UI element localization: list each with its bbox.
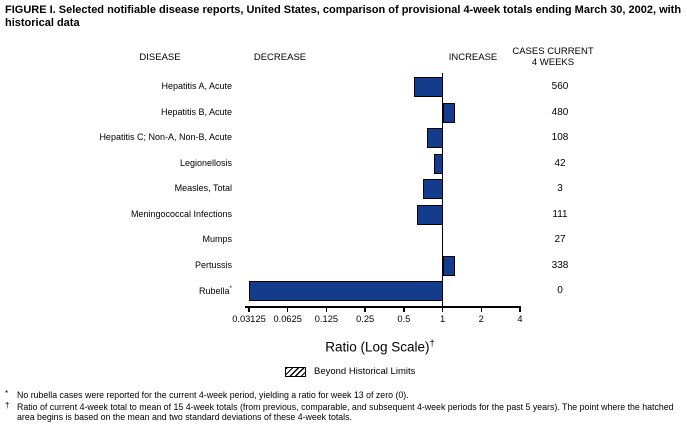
- ratio-bar: [416, 204, 443, 225]
- x-axis-tick: [248, 306, 250, 312]
- x-axis-tick-label: 0.0625: [273, 314, 302, 324]
- x-axis-tick: [441, 306, 444, 312]
- cases-value: 560: [551, 81, 569, 92]
- legend-label: Beyond Historical Limits: [314, 366, 416, 377]
- cases-value: 338: [551, 259, 569, 271]
- ratio-one-axis-line: [441, 73, 444, 306]
- hatched-swatch-icon: [285, 367, 306, 377]
- disease-label: Mumps: [202, 234, 232, 244]
- x-axis-title-dagger: †: [429, 338, 435, 349]
- ratio-bar: [422, 179, 443, 199]
- disease-label: Meningococcal Infections: [130, 208, 232, 219]
- footnote-ratio-text: Ratio of current 4-week total to mean of…: [17, 401, 674, 423]
- x-axis-tick: [480, 306, 482, 312]
- x-axis-tick-label: 0.125: [314, 314, 339, 324]
- x-axis-line: [245, 306, 521, 308]
- column-header-cases-line2: 4 WEEKS: [531, 57, 575, 68]
- ratio-bar: [442, 102, 455, 123]
- x-axis-tick-label: 0.5: [397, 314, 411, 324]
- column-header-disease: DISEASE: [139, 52, 181, 63]
- footnote-rubella-text: No rubella cases were reported for the c…: [17, 390, 409, 400]
- x-axis-title-text: Ratio (Log Scale): [325, 339, 430, 355]
- disease-label: Hepatitis A, Acute: [161, 81, 232, 91]
- column-header-cases: CASES CURRENT 4 WEEKS: [503, 46, 603, 68]
- disease-label-asterisk: *: [229, 285, 232, 292]
- ratio-bar: [249, 281, 443, 301]
- column-header-increase: INCREASE: [448, 52, 498, 63]
- footnote-rubella: * No rubella cases were reported for the…: [5, 389, 683, 401]
- x-axis-tick: [403, 306, 405, 312]
- ratio-bar: [434, 153, 443, 174]
- disease-label: Hepatitis C; Non-A, Non-B, Acute: [99, 132, 232, 142]
- ratio-bar: [442, 255, 455, 276]
- x-axis-tick: [325, 306, 328, 312]
- column-header-decrease: DECREASE: [253, 52, 307, 63]
- disease-label: Legionellosis: [179, 157, 232, 168]
- figure-title: FIGURE I. Selected notifiable disease re…: [5, 4, 682, 29]
- cases-value: 27: [554, 234, 566, 245]
- x-axis-tick-label: 1: [439, 314, 446, 324]
- cases-value: 0: [557, 285, 563, 296]
- x-axis-title: Ratio (Log Scale)†: [255, 338, 505, 355]
- cases-value: 111: [552, 208, 568, 220]
- disease-label: Rubella*: [199, 285, 232, 296]
- x-axis-tick: [286, 306, 289, 312]
- column-header-cases-line1: CASES CURRENT: [512, 46, 594, 57]
- cases-value: 3: [557, 183, 563, 194]
- disease-label: Pertussis: [194, 259, 232, 270]
- ratio-bar: [427, 128, 443, 148]
- x-axis-tick: [364, 306, 366, 312]
- footnotes: * No rubella cases were reported for the…: [5, 389, 683, 424]
- cases-value: 42: [554, 157, 566, 169]
- x-axis-tick-label: 0.25: [356, 314, 375, 324]
- x-axis-tick: [519, 306, 521, 312]
- cases-value: 108: [551, 132, 569, 143]
- footnote-marker-asterisk: *: [5, 389, 9, 398]
- bar-chart: 0.03125 0.0625 0.125 0.25 0.5 1 2 4 Hepatitis A,…: [0, 70, 687, 332]
- disease-label: Hepatitis B, Acute: [160, 106, 232, 117]
- x-axis-tick-label: 0.03125: [232, 314, 266, 324]
- footnote-ratio: † Ratio of current 4-week total to mean …: [5, 400, 683, 423]
- x-axis-tick-label: 2: [478, 314, 484, 324]
- disease-label: Measles, Total: [174, 183, 232, 193]
- cases-value: 480: [551, 106, 569, 118]
- ratio-bar: [414, 77, 443, 97]
- x-axis-tick-label: 4: [517, 314, 523, 324]
- footnote-marker-dagger: †: [5, 400, 10, 410]
